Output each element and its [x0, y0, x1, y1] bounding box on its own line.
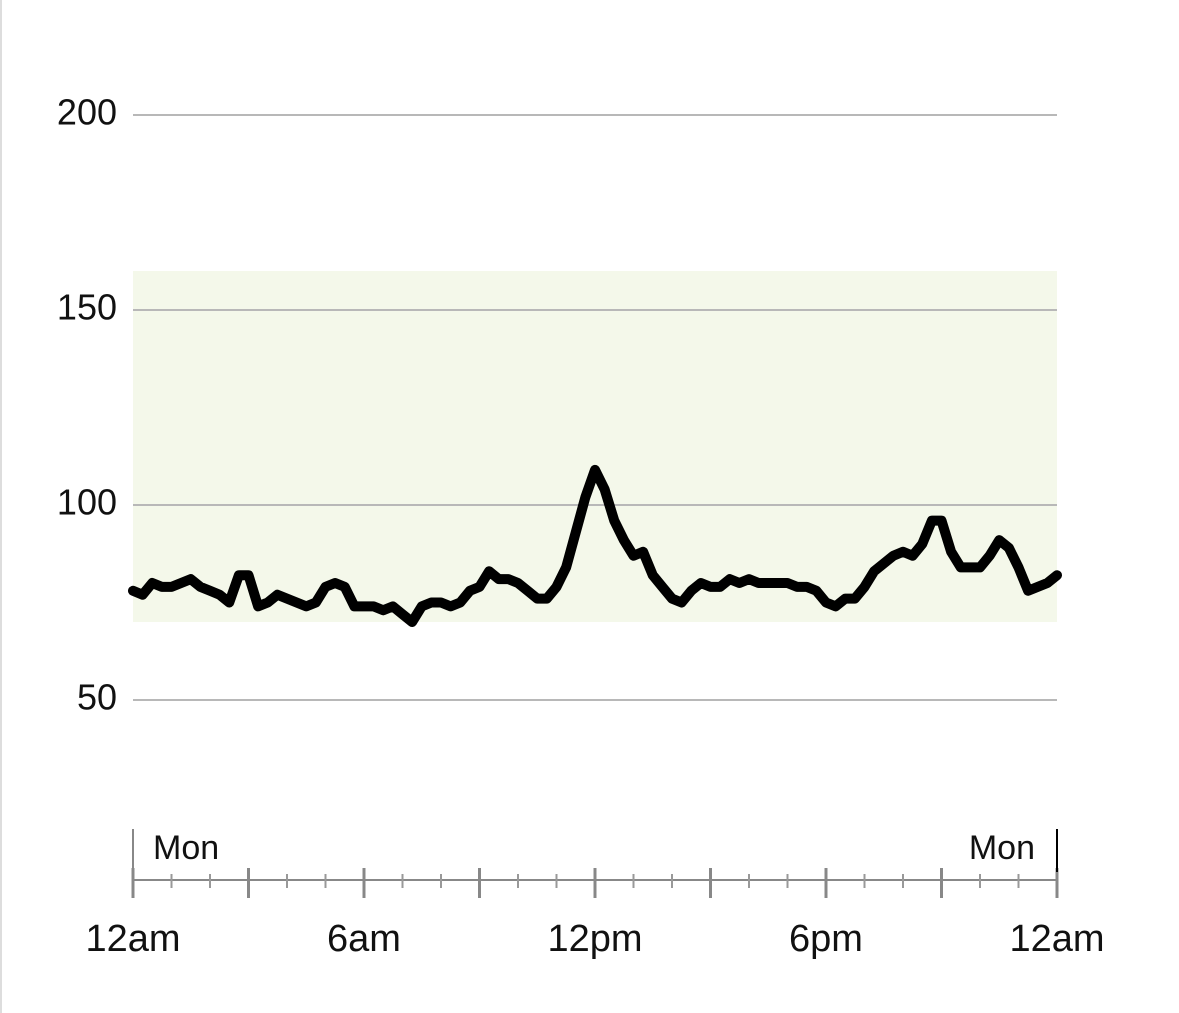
y-tick-label: 150: [57, 287, 117, 328]
day-label: Mon: [969, 829, 1035, 867]
day-label: Mon: [153, 829, 219, 867]
y-tick-label: 200: [57, 92, 117, 133]
x-tick-label: 12am: [85, 918, 180, 960]
y-tick-label: 100: [57, 482, 117, 523]
x-tick-label: 6pm: [789, 918, 863, 960]
x-tick-label: 12pm: [547, 918, 642, 960]
y-tick-label: 50: [77, 677, 117, 718]
x-tick-label: 6am: [327, 918, 401, 960]
x-tick-label: 12am: [1009, 918, 1104, 960]
glucose-line: [128, 464, 1062, 627]
target-range: [133, 271, 1057, 622]
